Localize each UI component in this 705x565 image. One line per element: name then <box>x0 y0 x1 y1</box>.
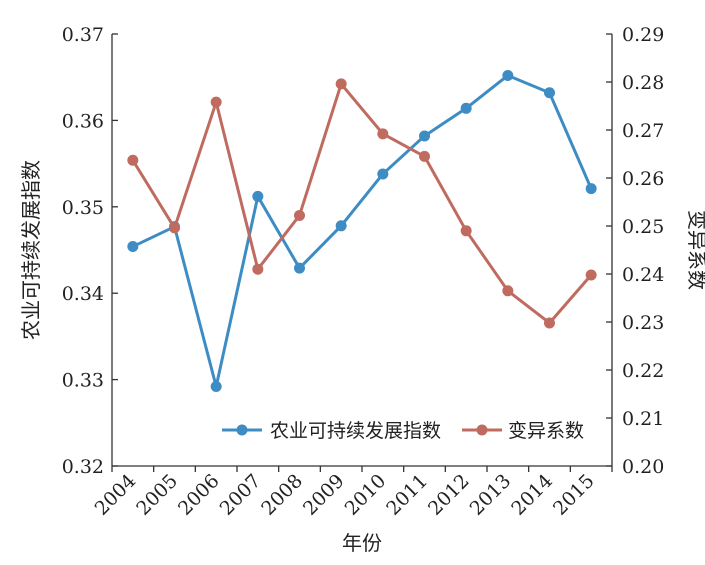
y-right-tick-label: 0.21 <box>622 408 664 430</box>
y-left-tick-label: 0.32 <box>62 456 104 478</box>
legend-marker-1 <box>236 424 248 436</box>
x-tick-label: 2014 <box>507 470 557 520</box>
y-left-tick-label: 0.33 <box>62 370 104 392</box>
data-point-series-1 <box>585 183 597 195</box>
data-point-series-2 <box>169 222 180 234</box>
data-point-series-2 <box>252 263 264 275</box>
legend: 农业可持续发展指数 变异系数 <box>222 420 584 442</box>
x-tick-label: 2013 <box>466 470 516 520</box>
series-line-1 <box>132 73 593 389</box>
data-point-series-2 <box>335 78 347 90</box>
data-point-series-2 <box>585 269 597 281</box>
y-right-tick-label: 0.20 <box>622 456 664 478</box>
y-right-tick-label: 0.28 <box>622 72 664 94</box>
y-right-tick-label: 0.24 <box>622 264 664 286</box>
data-point-series-1 <box>210 381 222 393</box>
y-left-tick-label: 0.36 <box>62 110 104 132</box>
data-point-series-2 <box>210 96 222 108</box>
data-point-series-2 <box>294 209 305 221</box>
axes: 0.32 0.33 0.34 0.35 0.36 0.37 0.20 0.21 0.22 0.23… <box>62 24 665 520</box>
data-point-series-2 <box>544 317 555 329</box>
y-left-tick-label: 0.34 <box>62 283 104 305</box>
x-tick-label: 2007 <box>216 470 266 520</box>
y-right-tick-label: 0.25 <box>622 216 664 238</box>
y-right-tick-label: 0.22 <box>622 360 664 382</box>
data-point-series-1 <box>377 168 389 180</box>
x-tick-label: 2015 <box>549 470 599 520</box>
data-point-series-1 <box>127 241 139 253</box>
data-point-series-2 <box>127 154 139 166</box>
x-tick-label: 2009 <box>299 470 349 520</box>
data-point-series-2 <box>419 150 430 162</box>
y-right-tick-label: 0.29 <box>622 24 664 46</box>
y-right-tick-label: 0.27 <box>622 120 664 142</box>
x-tick-label: 2006 <box>174 470 224 520</box>
data-point-series-2 <box>502 285 514 297</box>
data-point-series-1 <box>252 190 264 202</box>
y-left-tick-label: 0.35 <box>62 197 104 219</box>
series-layer <box>127 69 597 393</box>
y-axis-right-title: 变异系数 <box>685 210 705 290</box>
data-point-series-2 <box>377 128 389 140</box>
x-tick-label: 2010 <box>341 470 391 520</box>
x-tick-label: 2008 <box>257 470 307 520</box>
data-point-series-1 <box>502 69 514 81</box>
data-point-series-1 <box>335 220 347 232</box>
x-axis-title: 年份 <box>342 531 382 555</box>
x-tick-label: 2011 <box>382 470 432 520</box>
x-tick-label: 2012 <box>424 470 474 520</box>
y-right-tick-label: 0.26 <box>622 168 664 190</box>
data-point-series-2 <box>460 225 472 237</box>
y-right-tick-label: 0.23 <box>622 312 664 334</box>
legend-marker-2 <box>476 424 488 436</box>
data-point-series-1 <box>294 262 305 274</box>
y-left-tick-label: 0.37 <box>62 24 104 46</box>
legend-label-2: 变异系数 <box>508 420 584 442</box>
y-axis-left-title: 农业可持续发展指数 <box>19 160 43 340</box>
x-tick-label: 2005 <box>132 470 182 520</box>
data-point-series-1 <box>419 130 430 142</box>
data-point-series-1 <box>460 102 472 114</box>
legend-label-1: 农业可持续发展指数 <box>270 420 441 442</box>
series-line-2 <box>131 82 593 325</box>
data-point-series-1 <box>544 87 555 99</box>
